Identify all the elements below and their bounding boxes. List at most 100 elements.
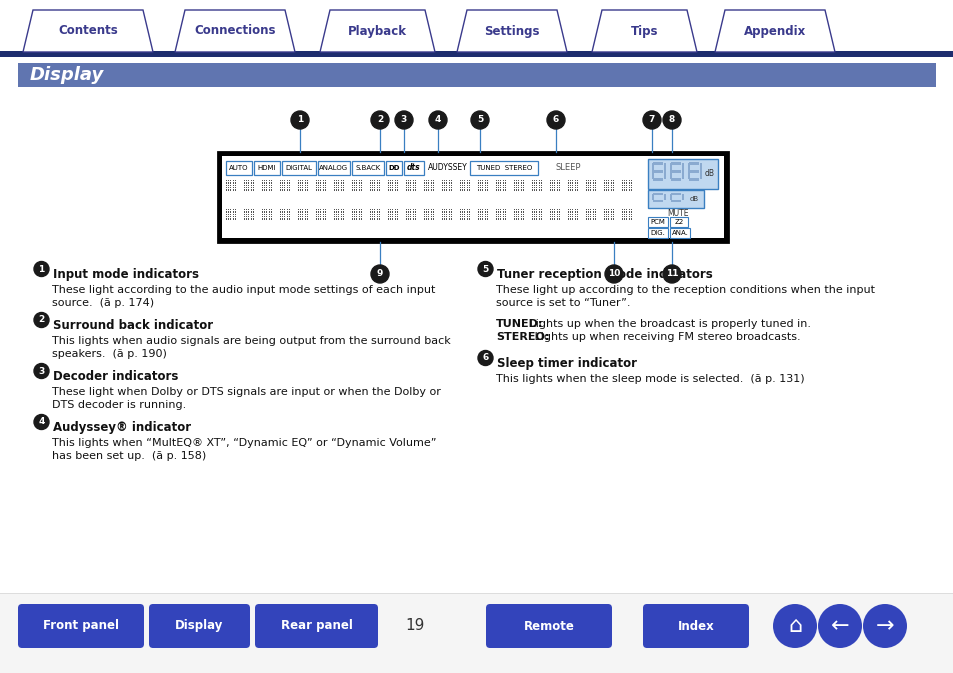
Text: Decoder indicators: Decoder indicators <box>53 370 178 383</box>
Text: Sleep timer indicator: Sleep timer indicator <box>497 357 637 370</box>
Text: source.  (ã p. 174): source. (ã p. 174) <box>52 298 154 308</box>
Bar <box>681 163 683 171</box>
Bar <box>317 161 350 175</box>
Bar <box>652 200 662 202</box>
FancyBboxPatch shape <box>642 604 748 648</box>
Bar <box>647 228 667 238</box>
Polygon shape <box>319 10 435 52</box>
Bar <box>687 171 689 179</box>
Bar <box>663 194 665 200</box>
FancyBboxPatch shape <box>485 604 612 648</box>
Text: Tips: Tips <box>630 24 658 38</box>
Circle shape <box>477 262 493 277</box>
Circle shape <box>34 363 49 378</box>
Circle shape <box>862 604 906 648</box>
Bar <box>670 178 680 180</box>
Bar <box>470 161 537 175</box>
Circle shape <box>34 312 49 328</box>
Text: ←: ← <box>830 616 848 636</box>
Circle shape <box>34 262 49 277</box>
Text: 7: 7 <box>648 116 655 125</box>
Bar <box>681 171 683 179</box>
Bar <box>670 193 680 195</box>
Bar <box>688 170 699 172</box>
Polygon shape <box>714 10 834 52</box>
Text: 2: 2 <box>376 116 383 125</box>
Circle shape <box>662 111 680 129</box>
Text: Remote: Remote <box>523 620 574 633</box>
Text: 1: 1 <box>38 264 45 273</box>
Bar <box>652 178 662 180</box>
Bar <box>647 190 703 208</box>
Circle shape <box>772 604 816 648</box>
Text: 2: 2 <box>38 316 45 324</box>
Bar <box>652 170 662 172</box>
Bar <box>700 171 701 179</box>
Text: This lights when the sleep mode is selected.  (ã p. 131): This lights when the sleep mode is selec… <box>496 374 803 384</box>
Bar <box>670 170 680 172</box>
Circle shape <box>662 265 680 283</box>
Text: Lights up when receiving FM stereo broadcasts.: Lights up when receiving FM stereo broad… <box>531 332 800 342</box>
Text: PCM: PCM <box>650 219 665 225</box>
Bar <box>651 171 654 179</box>
Bar <box>253 161 280 175</box>
Bar <box>352 161 384 175</box>
Text: 4: 4 <box>435 116 440 125</box>
Bar <box>670 200 680 202</box>
Text: DD: DD <box>388 165 399 171</box>
Bar <box>670 162 680 164</box>
Text: 10: 10 <box>607 269 619 279</box>
Bar <box>687 163 689 171</box>
Text: S.BACK: S.BACK <box>355 165 380 171</box>
Text: MUTE: MUTE <box>666 209 688 217</box>
Text: DTS decoder is running.: DTS decoder is running. <box>52 400 186 410</box>
Text: Display: Display <box>30 66 104 84</box>
Bar <box>0 593 953 673</box>
Text: Audyssey® indicator: Audyssey® indicator <box>53 421 191 434</box>
Text: AUDYSSEY: AUDYSSEY <box>428 164 467 172</box>
Bar <box>688 162 699 164</box>
Bar <box>647 217 667 227</box>
Text: 19: 19 <box>405 618 424 633</box>
Text: speakers.  (ã p. 190): speakers. (ã p. 190) <box>52 349 167 359</box>
Text: source is set to “Tuner”.: source is set to “Tuner”. <box>496 298 630 308</box>
Text: ANA.: ANA. <box>671 230 688 236</box>
Text: HDMI: HDMI <box>257 165 276 171</box>
Text: This lights when “MultEQ® XT”, “Dynamic EQ” or “Dynamic Volume”: This lights when “MultEQ® XT”, “Dynamic … <box>52 438 436 448</box>
Bar <box>282 161 315 175</box>
Circle shape <box>34 415 49 429</box>
Text: Z2: Z2 <box>674 219 683 225</box>
Circle shape <box>477 351 493 365</box>
Bar <box>18 63 935 87</box>
Text: 8: 8 <box>668 116 675 125</box>
Text: SLEEP: SLEEP <box>555 164 580 172</box>
Bar <box>218 152 727 242</box>
Polygon shape <box>23 10 152 52</box>
Bar <box>681 194 683 200</box>
Circle shape <box>395 111 413 129</box>
Text: ⌂: ⌂ <box>787 616 801 636</box>
Text: These light according to the audio input mode settings of each input: These light according to the audio input… <box>52 285 435 295</box>
Circle shape <box>546 111 564 129</box>
Bar <box>663 171 665 179</box>
Polygon shape <box>592 10 697 52</box>
Bar <box>669 163 671 171</box>
Circle shape <box>471 111 489 129</box>
Text: 5: 5 <box>482 264 488 273</box>
Bar <box>688 178 699 180</box>
Text: 6: 6 <box>553 116 558 125</box>
Text: STEREO:: STEREO: <box>496 332 549 342</box>
Text: dB: dB <box>689 196 699 202</box>
Bar <box>652 193 662 195</box>
Text: Connections: Connections <box>194 24 275 38</box>
Bar <box>651 194 654 200</box>
Text: AUTO: AUTO <box>229 165 249 171</box>
Text: →: → <box>875 616 893 636</box>
Text: Input mode indicators: Input mode indicators <box>53 268 199 281</box>
Bar <box>651 163 654 171</box>
Text: This lights when audio signals are being output from the surround back: This lights when audio signals are being… <box>52 336 450 346</box>
Text: Display: Display <box>175 620 223 633</box>
Circle shape <box>371 111 389 129</box>
Bar <box>647 159 718 189</box>
Text: dB: dB <box>704 170 714 178</box>
